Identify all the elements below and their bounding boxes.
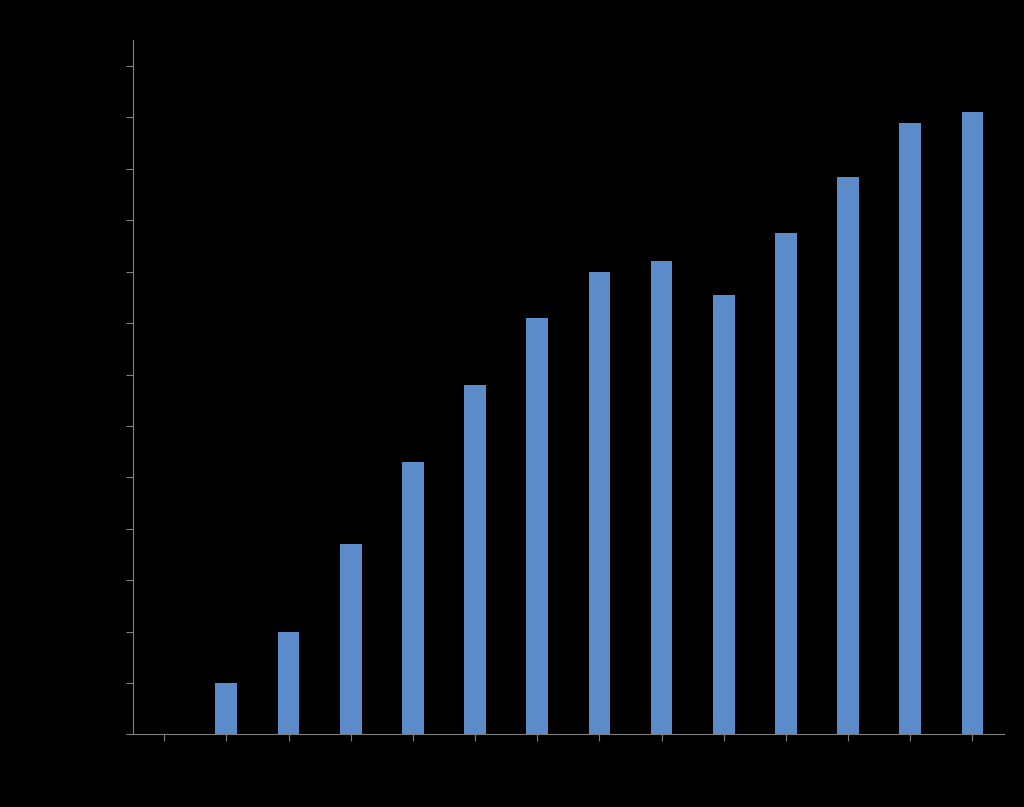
Bar bbox=[402, 462, 424, 734]
Bar bbox=[215, 683, 238, 734]
Bar bbox=[340, 544, 361, 734]
Bar bbox=[899, 123, 922, 734]
Bar bbox=[775, 233, 797, 734]
Bar bbox=[962, 112, 983, 734]
Bar bbox=[464, 385, 486, 734]
Bar bbox=[713, 295, 734, 734]
Bar bbox=[589, 272, 610, 734]
Bar bbox=[278, 632, 299, 734]
Bar bbox=[526, 318, 548, 734]
Bar bbox=[838, 177, 859, 734]
Bar bbox=[650, 261, 673, 734]
